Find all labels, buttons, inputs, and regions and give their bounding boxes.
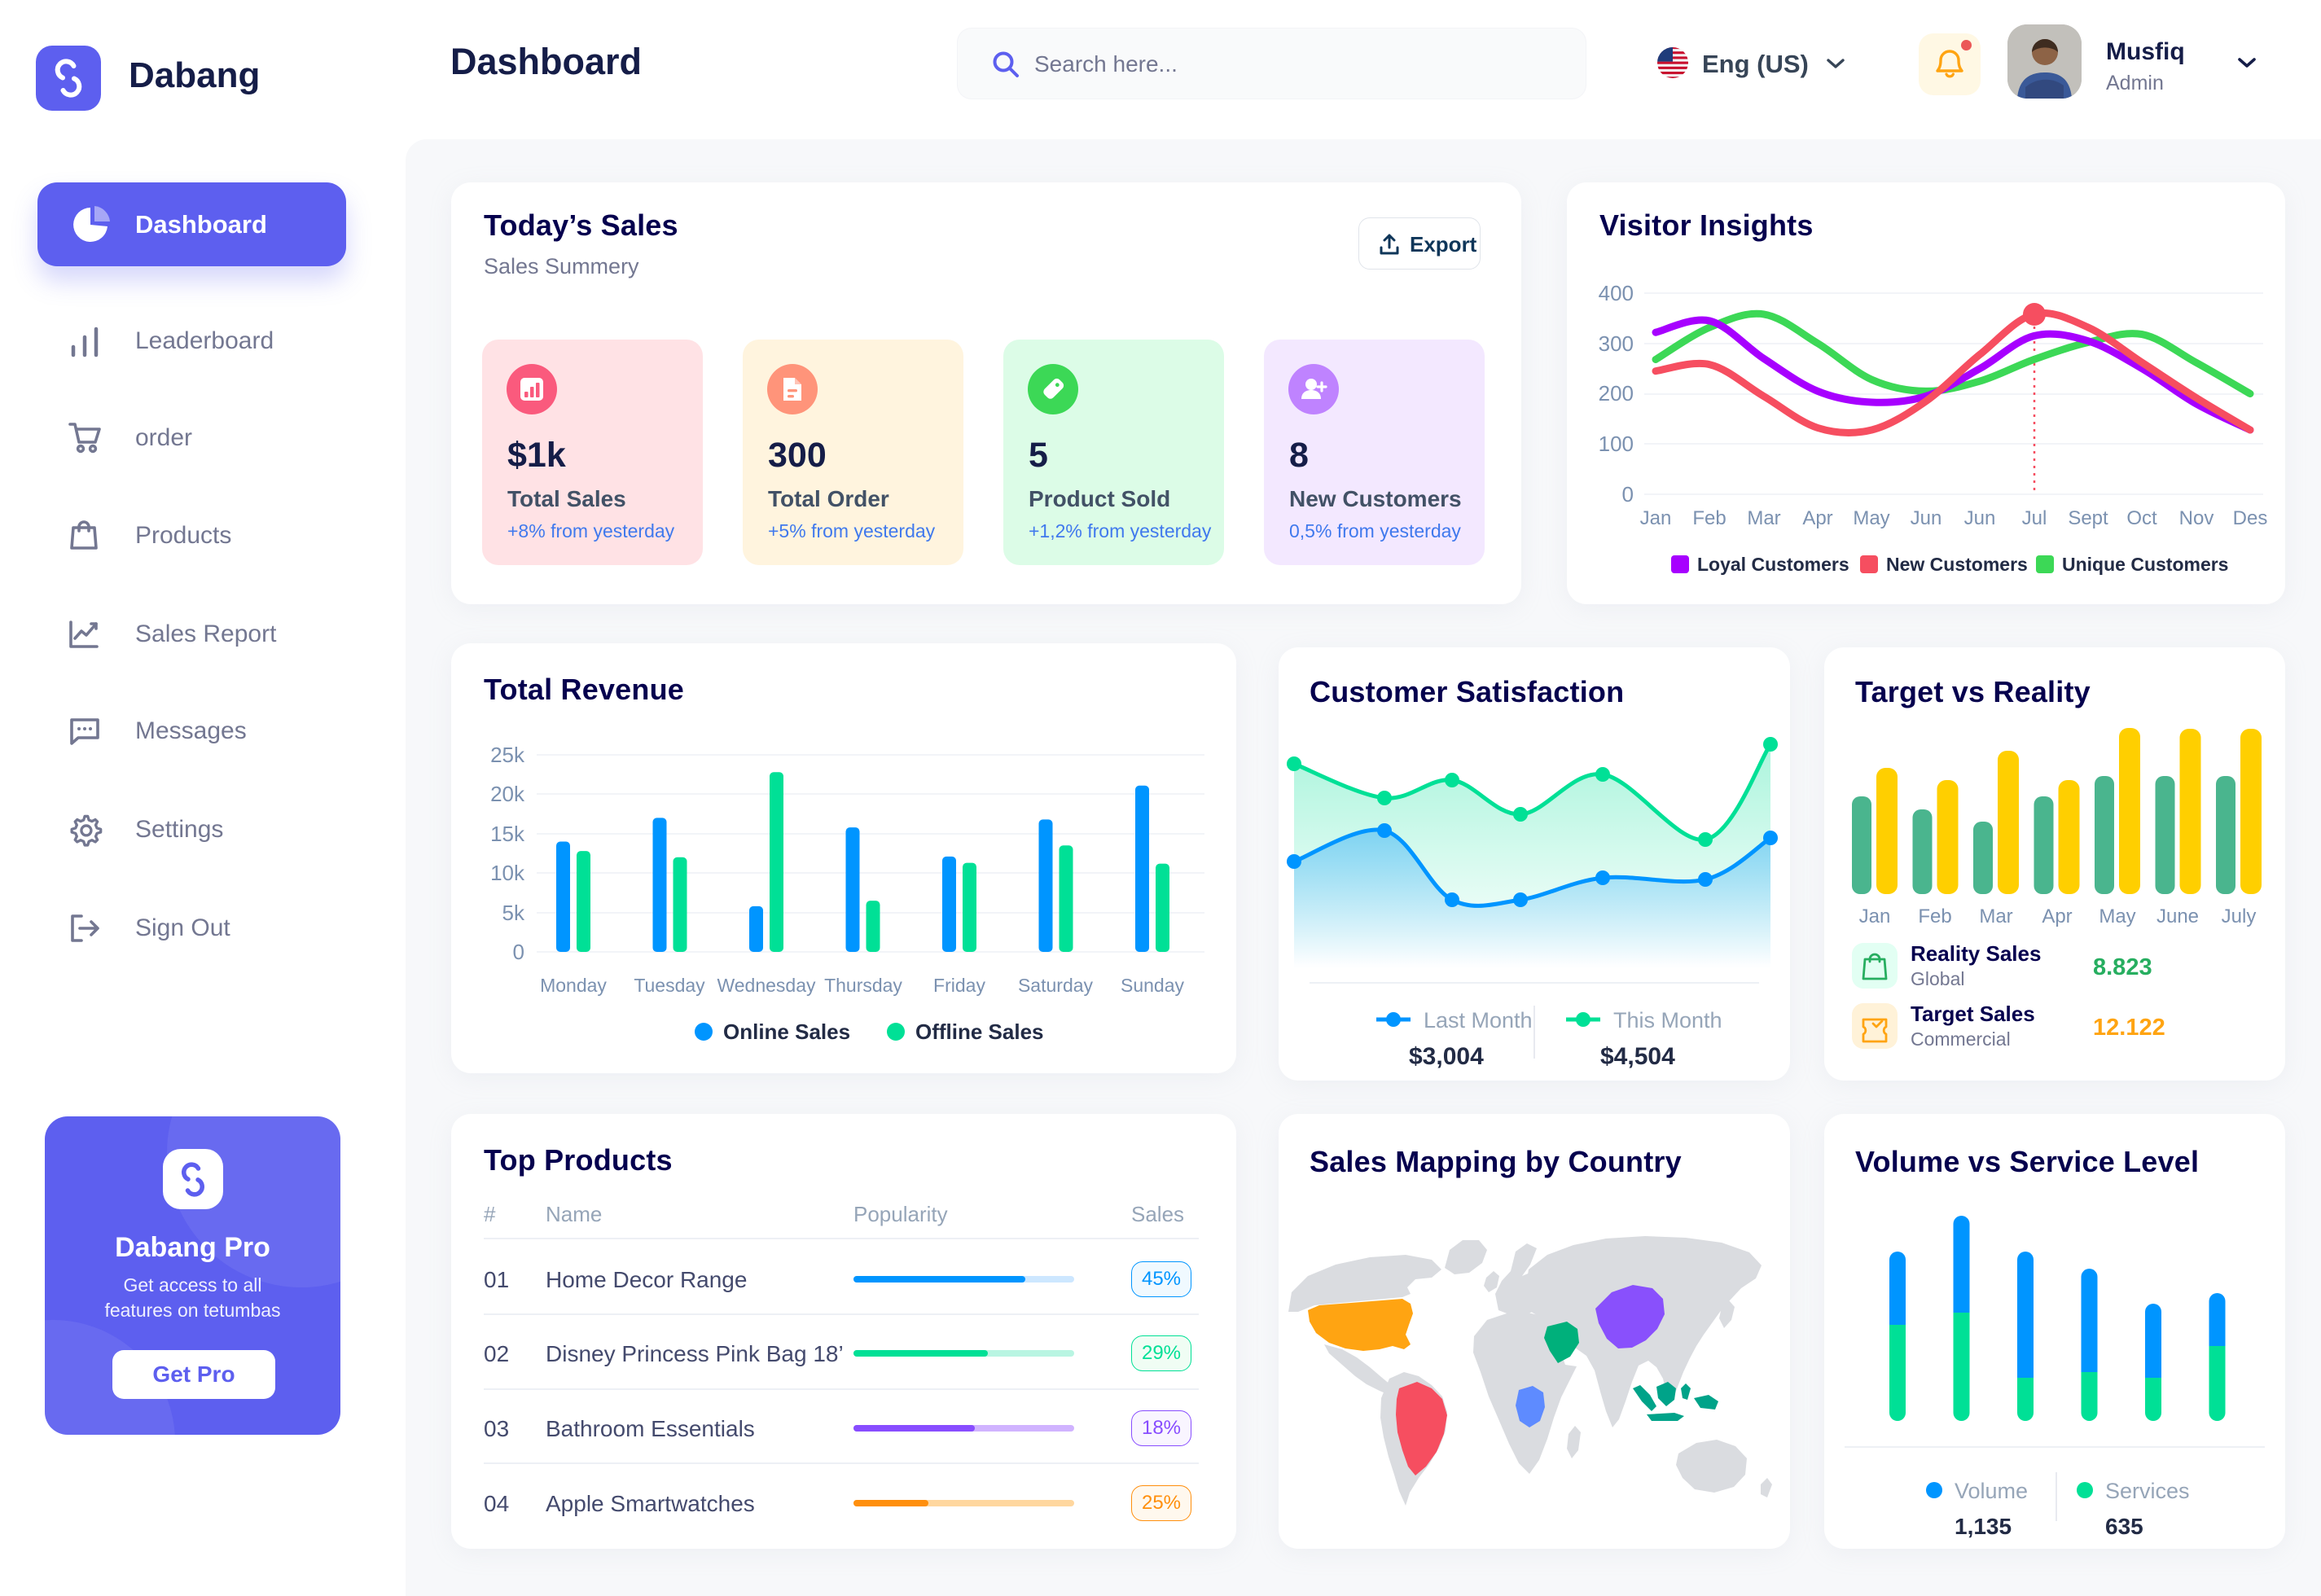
svg-text:20k: 20k xyxy=(490,782,525,806)
svg-text:May: May xyxy=(1853,507,1889,529)
svg-text:Target Sales: Target Sales xyxy=(1911,1002,2035,1026)
svg-text:Wednesday: Wednesday xyxy=(717,975,816,996)
svg-text:Tuesday: Tuesday xyxy=(634,975,705,996)
svg-text:Online Sales: Online Sales xyxy=(723,1019,850,1044)
svg-text:New Customers: New Customers xyxy=(1886,554,2028,575)
svg-text:Saturday: Saturday xyxy=(1018,975,1094,996)
svg-text:Feb: Feb xyxy=(1692,507,1726,529)
svg-text:Offline Sales: Offline Sales xyxy=(915,1019,1044,1044)
svg-text:Nov: Nov xyxy=(2179,507,2214,529)
svg-text:Feb: Feb xyxy=(1918,905,1951,927)
svg-text:Jun: Jun xyxy=(1964,507,1996,529)
svg-text:8.823: 8.823 xyxy=(2093,954,2152,980)
svg-text:15k: 15k xyxy=(490,822,525,846)
svg-text:June: June xyxy=(2156,905,2199,927)
svg-text:400: 400 xyxy=(1599,281,1634,305)
svg-text:Jul: Jul xyxy=(2022,507,2047,529)
svg-text:Reality Sales: Reality Sales xyxy=(1911,941,2041,966)
svg-text:Unique Customers: Unique Customers xyxy=(2062,554,2228,575)
svg-text:200: 200 xyxy=(1599,381,1634,406)
svg-text:Sunday: Sunday xyxy=(1121,975,1185,996)
svg-text:Jan: Jan xyxy=(1859,905,1891,927)
svg-text:12.122: 12.122 xyxy=(2093,1015,2165,1041)
svg-text:Last Month: Last Month xyxy=(1424,1008,1533,1033)
svg-text:Sept: Sept xyxy=(2068,507,2108,529)
svg-text:May: May xyxy=(2099,905,2135,927)
svg-text:Thursday: Thursday xyxy=(824,975,902,996)
svg-text:Global: Global xyxy=(1911,968,1964,989)
svg-text:1,135: 1,135 xyxy=(1955,1514,2012,1539)
svg-text:Mar: Mar xyxy=(1747,507,1780,529)
svg-text:100: 100 xyxy=(1599,432,1634,456)
svg-text:$4,504: $4,504 xyxy=(1600,1043,1675,1070)
svg-text:Des: Des xyxy=(2233,507,2268,529)
svg-text:Apr: Apr xyxy=(1802,507,1832,529)
svg-text:Volume: Volume xyxy=(1955,1479,2028,1503)
svg-text:Services: Services xyxy=(2105,1479,2190,1503)
svg-text:Jun: Jun xyxy=(1911,507,1942,529)
svg-text:635: 635 xyxy=(2105,1514,2143,1539)
svg-text:$3,004: $3,004 xyxy=(1409,1043,1484,1070)
svg-text:Friday: Friday xyxy=(933,975,985,996)
svg-text:Apr: Apr xyxy=(2042,905,2072,927)
svg-text:5k: 5k xyxy=(502,901,525,925)
svg-text:10k: 10k xyxy=(490,861,525,885)
svg-text:Jan: Jan xyxy=(1640,507,1672,529)
svg-text:300: 300 xyxy=(1599,331,1634,356)
svg-text:0: 0 xyxy=(1622,482,1634,506)
svg-text:25k: 25k xyxy=(490,743,525,767)
svg-text:Monday: Monday xyxy=(540,975,607,996)
svg-text:Oct: Oct xyxy=(2126,507,2157,529)
svg-text:Commercial: Commercial xyxy=(1911,1028,2011,1050)
svg-text:Mar: Mar xyxy=(1979,905,2012,927)
svg-text:This Month: This Month xyxy=(1613,1008,1722,1033)
svg-text:Loyal Customers: Loyal Customers xyxy=(1697,554,1849,575)
svg-text:July: July xyxy=(2222,905,2257,927)
svg-text:0: 0 xyxy=(513,940,524,964)
